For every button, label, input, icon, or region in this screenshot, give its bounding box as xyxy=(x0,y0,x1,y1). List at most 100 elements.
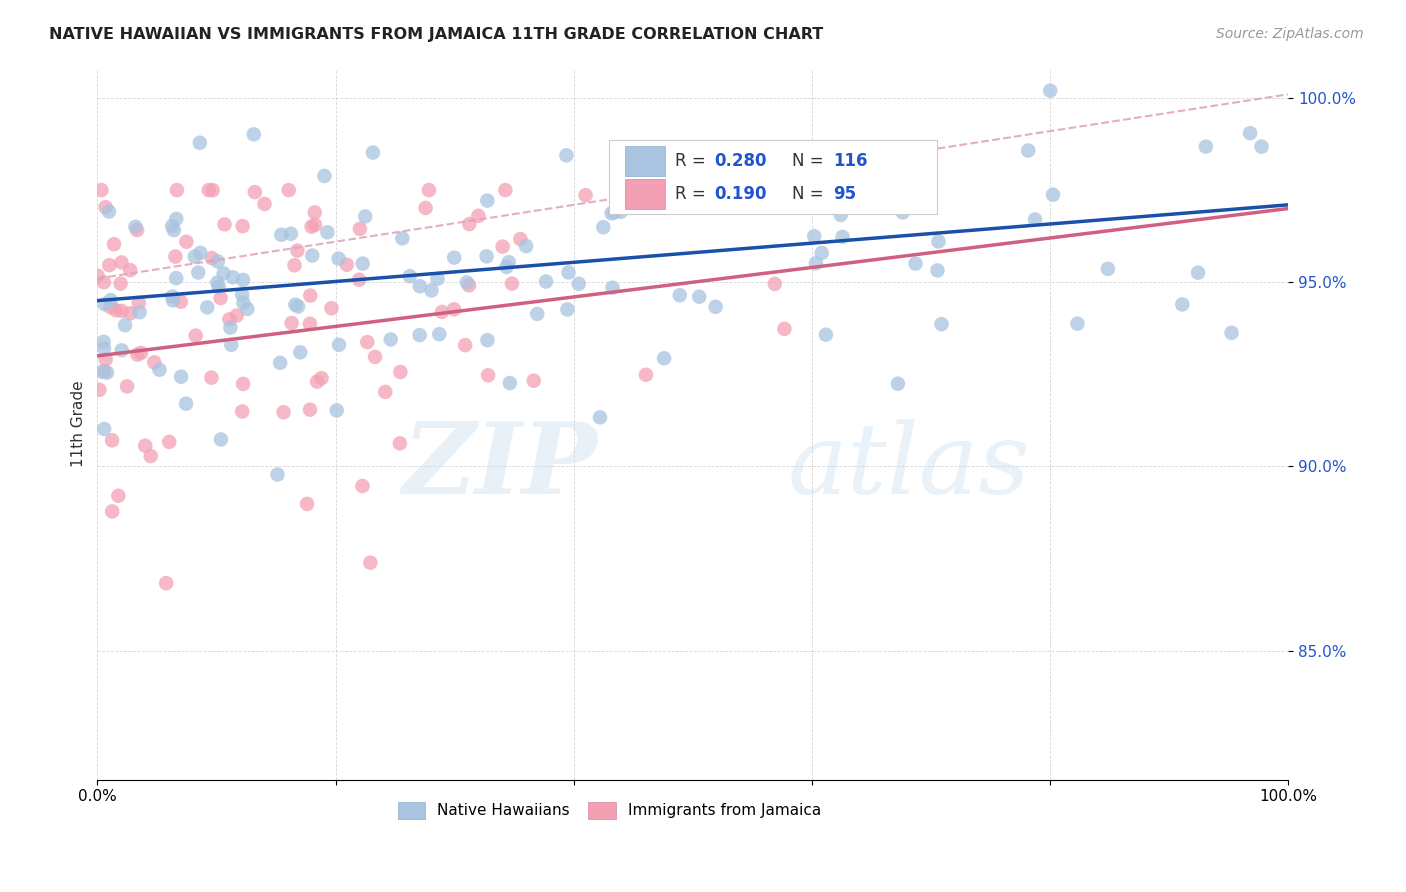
Point xyxy=(389,365,412,379)
Point xyxy=(110,304,132,318)
Point xyxy=(354,210,377,224)
Point xyxy=(280,316,302,330)
Point xyxy=(418,183,440,197)
Point xyxy=(127,348,149,362)
Point xyxy=(499,376,522,390)
Point xyxy=(557,302,579,317)
Point xyxy=(498,255,520,269)
Point xyxy=(683,183,706,197)
Point xyxy=(110,255,132,269)
Point xyxy=(349,222,371,236)
Point xyxy=(162,289,184,303)
Point xyxy=(697,183,720,197)
Point xyxy=(927,263,949,277)
Point xyxy=(298,317,321,331)
FancyBboxPatch shape xyxy=(609,140,936,214)
Point xyxy=(94,352,117,367)
Point xyxy=(207,254,229,268)
Point xyxy=(232,219,254,234)
Legend: Native Hawaiians, Immigrants from Jamaica: Native Hawaiians, Immigrants from Jamaic… xyxy=(391,796,827,825)
Point xyxy=(592,220,614,235)
Point xyxy=(162,293,184,308)
Point xyxy=(295,497,318,511)
Point xyxy=(225,309,247,323)
Point xyxy=(127,223,149,237)
Point xyxy=(773,322,796,336)
Point xyxy=(98,258,121,272)
Point xyxy=(236,301,259,316)
Text: R =: R = xyxy=(675,152,711,170)
Point xyxy=(200,370,222,384)
Point xyxy=(269,356,291,370)
Point xyxy=(589,410,612,425)
Point xyxy=(157,434,180,449)
Point xyxy=(89,383,111,397)
Point xyxy=(120,263,142,277)
Point xyxy=(94,200,117,214)
Point xyxy=(170,369,193,384)
Point xyxy=(304,205,326,219)
Point xyxy=(273,405,295,419)
Point xyxy=(232,273,254,287)
Point xyxy=(1017,144,1039,158)
Point xyxy=(477,333,499,347)
Point xyxy=(101,434,124,448)
Point xyxy=(574,188,596,202)
Point xyxy=(219,320,242,334)
Point xyxy=(494,183,516,197)
Point xyxy=(1239,126,1261,140)
Point xyxy=(299,288,322,302)
Point xyxy=(668,288,690,302)
Point xyxy=(124,219,146,234)
Point xyxy=(232,376,254,391)
Point xyxy=(804,256,827,270)
Text: 0.280: 0.280 xyxy=(714,152,766,170)
Point xyxy=(458,217,481,231)
Point xyxy=(688,290,710,304)
Point xyxy=(568,277,591,291)
Point xyxy=(129,346,152,360)
Point xyxy=(174,397,197,411)
Point xyxy=(201,251,224,265)
Point xyxy=(887,376,910,391)
Point xyxy=(253,197,276,211)
Point xyxy=(426,272,449,286)
Point xyxy=(388,436,411,450)
Point xyxy=(557,265,579,279)
Point xyxy=(415,201,437,215)
Text: ZIP: ZIP xyxy=(402,418,598,515)
Point xyxy=(467,209,489,223)
Point xyxy=(212,266,235,280)
Text: 95: 95 xyxy=(834,186,856,203)
Point xyxy=(114,318,136,333)
Point xyxy=(814,327,837,342)
Point xyxy=(209,291,232,305)
Point xyxy=(111,343,134,358)
Point xyxy=(359,556,381,570)
Text: 0.190: 0.190 xyxy=(714,186,766,203)
FancyBboxPatch shape xyxy=(624,146,665,176)
Point xyxy=(187,266,209,280)
Point xyxy=(704,300,727,314)
Point xyxy=(1187,266,1209,280)
Point xyxy=(287,300,309,314)
Point xyxy=(93,364,115,378)
Point xyxy=(420,284,443,298)
Point xyxy=(830,208,852,222)
Point xyxy=(314,169,336,183)
Point xyxy=(86,268,108,283)
Point xyxy=(120,306,142,320)
Point xyxy=(103,237,125,252)
Point xyxy=(280,227,302,241)
Point xyxy=(454,338,477,352)
Point xyxy=(299,402,322,417)
Point xyxy=(1097,261,1119,276)
Point xyxy=(735,191,758,205)
Point xyxy=(90,183,112,197)
Point xyxy=(243,128,266,142)
Point xyxy=(456,276,478,290)
Point xyxy=(221,338,243,352)
Point xyxy=(284,298,307,312)
Point xyxy=(555,148,578,162)
Point xyxy=(810,246,832,260)
